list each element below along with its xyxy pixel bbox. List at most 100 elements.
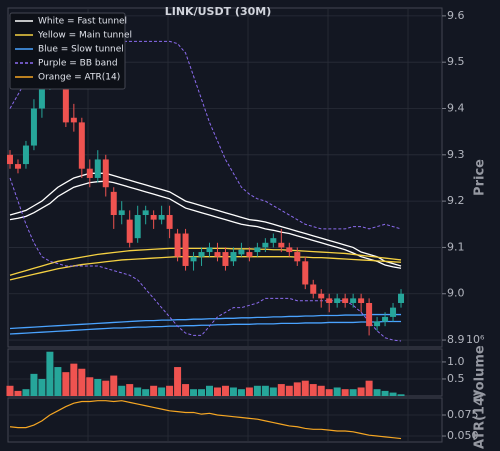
legend-label: Orange = ATR(14)	[38, 73, 120, 83]
candle-body	[174, 233, 181, 257]
volume-bar	[190, 389, 198, 396]
offset-label: 10⁶	[466, 333, 485, 346]
volume-bar	[6, 385, 14, 396]
volume-bar	[317, 385, 325, 396]
volume-bar	[174, 367, 182, 396]
candle-body	[62, 71, 69, 123]
volume-bar	[229, 387, 237, 396]
candle-body	[366, 303, 373, 327]
volume-bar	[365, 380, 373, 396]
candle-body	[182, 233, 189, 266]
candle-body	[38, 85, 45, 109]
indicator-line	[9, 320, 402, 335]
volume-bar	[221, 385, 229, 396]
volume-bar	[237, 389, 245, 396]
volume-bar	[325, 389, 333, 396]
candle-body	[22, 145, 29, 165]
volume-bar	[54, 367, 62, 396]
volume-bar	[134, 387, 142, 396]
candle-body	[14, 164, 21, 169]
y-tick-label: 9.5	[447, 55, 465, 68]
candle-body	[214, 252, 221, 257]
axis-title: ATR(14)	[473, 391, 488, 449]
volume-bar	[381, 390, 389, 396]
legend-label: Yellow = Main tunnel	[37, 31, 132, 41]
volume-bar	[389, 392, 397, 396]
candle-body	[398, 293, 405, 304]
y-tick-label: 1.0	[447, 355, 465, 368]
candle-body	[118, 210, 125, 216]
volume-bar	[206, 385, 213, 396]
volume-bar	[110, 375, 118, 396]
legend-label: Purple = BB band	[38, 59, 118, 69]
y-tick-label: 9.4	[447, 101, 465, 114]
indicator-line	[9, 313, 402, 330]
candle-body	[270, 238, 277, 243]
candle-body	[318, 293, 325, 299]
volume-bar	[261, 385, 269, 396]
candle-body	[126, 219, 133, 243]
volume-bar	[301, 380, 309, 396]
volume-bar	[118, 385, 126, 396]
indicator-line	[9, 247, 402, 276]
volume-bar	[285, 385, 293, 396]
y-tick-label: 0.075	[447, 408, 479, 421]
y-tick-label: 0.5	[447, 372, 465, 385]
volume-bar	[198, 389, 206, 396]
volume-bar	[357, 387, 365, 396]
candle-body	[302, 261, 309, 285]
volume-bar	[277, 384, 285, 396]
candle-body	[382, 316, 389, 322]
volume-bar	[293, 382, 301, 396]
candle-body	[294, 252, 301, 262]
legend-label: Blue = Slow tunnel	[38, 45, 124, 55]
atr-line	[9, 400, 402, 440]
y-tick-label: 9.3	[447, 148, 465, 161]
volume-bar	[142, 389, 150, 396]
volume-bar	[30, 373, 38, 396]
candle-body	[142, 210, 149, 216]
candle-body	[158, 215, 165, 220]
candle-body	[30, 108, 37, 146]
candle-body	[102, 159, 109, 188]
candle-body	[166, 215, 173, 229]
candle-body	[206, 247, 213, 253]
volume-bar	[94, 378, 102, 396]
candle-body	[238, 249, 245, 255]
y-tick-label: 0.050	[447, 429, 479, 442]
volume-bar	[126, 384, 134, 396]
candle-body	[358, 298, 365, 304]
candle-body	[86, 168, 93, 178]
volume-bar	[349, 389, 357, 396]
legend-box	[9, 12, 126, 90]
candle-body	[134, 215, 141, 239]
candle-body	[198, 252, 205, 257]
candle-body	[374, 321, 381, 327]
candle-body	[222, 252, 229, 266]
indicator-line	[9, 172, 402, 267]
volume-bar	[150, 385, 158, 396]
volume-bar	[309, 384, 317, 396]
candle-body	[262, 242, 269, 248]
candle-body	[246, 252, 253, 257]
candle-body	[278, 242, 285, 248]
y-tick-label: 9.2	[447, 194, 465, 207]
legend-label: White = Fast tunnel	[38, 17, 127, 27]
volume-bar	[269, 387, 277, 396]
volume-bar	[14, 390, 22, 396]
volume-bar	[333, 387, 341, 396]
candle-body	[70, 117, 77, 123]
candle-body	[342, 298, 349, 304]
candle-body	[190, 256, 197, 262]
volume-bar	[86, 377, 94, 396]
volume-bar	[253, 385, 261, 396]
volume-bar	[46, 351, 54, 396]
candle-body	[286, 247, 293, 253]
volume-bar	[373, 389, 381, 396]
axis-title: Volume	[473, 345, 488, 400]
indicator-line	[9, 180, 402, 269]
candle-body	[78, 122, 85, 169]
candle-body	[7, 154, 13, 165]
volume-bar	[245, 387, 253, 396]
